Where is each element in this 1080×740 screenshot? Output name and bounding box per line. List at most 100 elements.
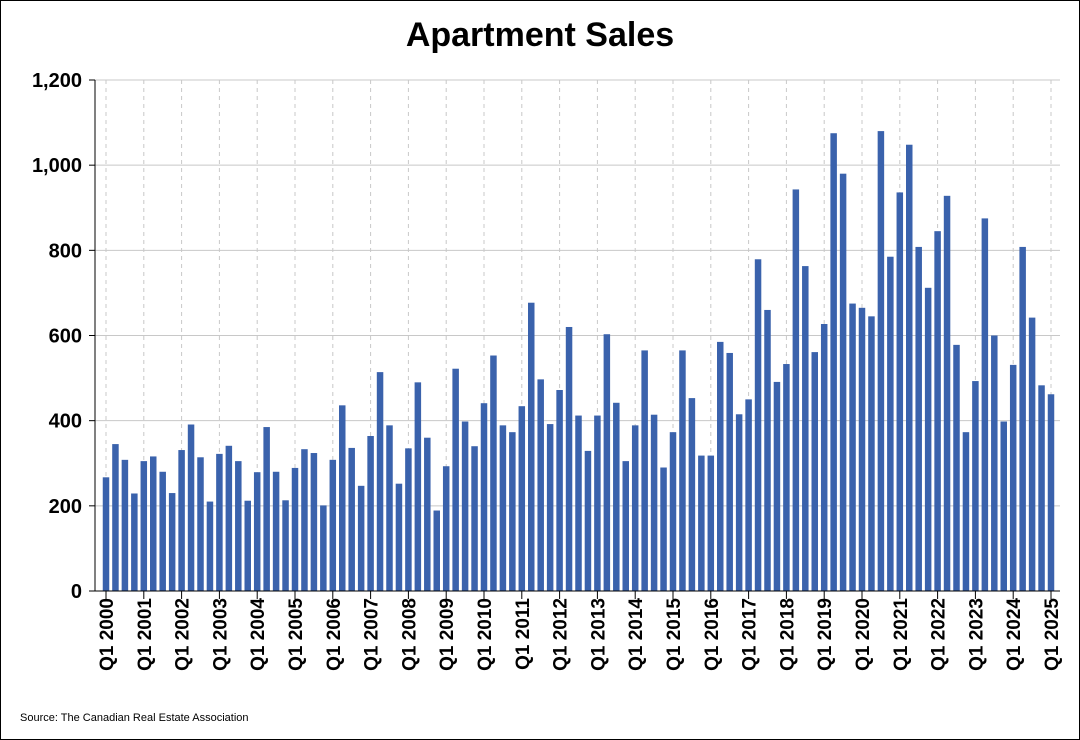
bar bbox=[565, 326, 573, 591]
bar bbox=[707, 455, 715, 591]
bar bbox=[329, 459, 337, 591]
bar bbox=[301, 449, 308, 591]
bar bbox=[216, 453, 223, 591]
bar bbox=[575, 415, 582, 591]
x-tick-label: Q1 2023 bbox=[966, 598, 987, 671]
bar bbox=[395, 483, 403, 591]
bar bbox=[168, 493, 176, 591]
y-tick-label: 400 bbox=[49, 411, 82, 433]
bar bbox=[546, 424, 554, 591]
bar bbox=[858, 307, 866, 591]
bar bbox=[991, 335, 998, 591]
bar bbox=[962, 432, 970, 591]
bar bbox=[792, 189, 800, 592]
bar bbox=[442, 466, 450, 591]
bar bbox=[906, 144, 913, 591]
bar bbox=[339, 405, 346, 591]
x-tick-label: Q1 2000 bbox=[97, 598, 118, 671]
bar bbox=[150, 456, 157, 591]
x-tick-label: Q1 2010 bbox=[475, 598, 496, 671]
bar bbox=[348, 447, 355, 591]
bar bbox=[471, 446, 478, 591]
bar bbox=[518, 406, 526, 591]
x-tick-label: Q1 2001 bbox=[135, 598, 156, 671]
bar bbox=[934, 231, 941, 591]
bar bbox=[528, 302, 535, 591]
bar bbox=[102, 477, 110, 591]
bar bbox=[754, 259, 762, 591]
bar bbox=[263, 427, 270, 591]
bar bbox=[877, 131, 885, 591]
bar bbox=[717, 341, 724, 591]
x-tick-label: Q1 2011 bbox=[513, 598, 534, 670]
bar bbox=[802, 266, 809, 591]
bar bbox=[688, 398, 696, 591]
bar bbox=[131, 493, 138, 591]
x-tick-label: Q1 2020 bbox=[853, 598, 874, 671]
bar bbox=[783, 364, 790, 591]
x-tick-label: Q1 2015 bbox=[664, 598, 685, 671]
x-tick-label: Q1 2022 bbox=[929, 598, 950, 671]
y-tick-label: 200 bbox=[49, 496, 82, 518]
bar bbox=[660, 467, 667, 591]
bar bbox=[972, 381, 979, 591]
x-tick-label: Q1 2007 bbox=[362, 598, 383, 671]
bar bbox=[773, 381, 781, 591]
bar bbox=[764, 309, 771, 591]
bar bbox=[924, 287, 932, 591]
x-tick-label: Q1 2017 bbox=[740, 598, 761, 671]
x-tick-label: Q1 2018 bbox=[777, 598, 798, 671]
bar bbox=[253, 472, 261, 591]
bar bbox=[943, 195, 951, 591]
bar bbox=[1038, 385, 1045, 591]
source-note: Source: The Canadian Real Estate Associa… bbox=[20, 712, 249, 724]
bar bbox=[613, 402, 620, 591]
bar bbox=[981, 218, 989, 592]
x-tick-label: Q1 2024 bbox=[1004, 598, 1025, 671]
bar bbox=[452, 368, 459, 591]
bar bbox=[594, 415, 601, 591]
bar bbox=[1009, 364, 1017, 591]
bar bbox=[187, 424, 195, 591]
bar bbox=[178, 450, 185, 591]
y-tick-label: 0 bbox=[71, 581, 82, 603]
bar bbox=[887, 256, 894, 591]
bar bbox=[839, 173, 847, 591]
bar bbox=[1047, 394, 1055, 591]
bar bbox=[726, 352, 733, 591]
x-tick-label: Q1 2014 bbox=[626, 598, 647, 671]
x-tick-label: Q1 2002 bbox=[173, 598, 194, 671]
x-tick-label: Q1 2009 bbox=[437, 598, 458, 671]
bar bbox=[225, 445, 233, 591]
bar bbox=[386, 425, 393, 591]
bar bbox=[490, 355, 497, 591]
bar bbox=[1000, 421, 1007, 591]
x-tick-label: Q1 2021 bbox=[891, 598, 912, 671]
bar bbox=[953, 344, 960, 591]
y-tick-label: 800 bbox=[49, 240, 82, 262]
bar bbox=[830, 133, 837, 591]
bar bbox=[896, 192, 904, 592]
bar bbox=[140, 461, 148, 591]
bar bbox=[1019, 246, 1026, 591]
bar bbox=[631, 425, 639, 591]
x-tick-label: Q1 2003 bbox=[210, 598, 231, 671]
bar bbox=[414, 382, 422, 591]
bar bbox=[206, 501, 214, 591]
y-tick-label: 1,000 bbox=[32, 155, 82, 177]
bar bbox=[121, 459, 129, 591]
y-tick-label: 1,200 bbox=[32, 70, 82, 92]
bar bbox=[461, 421, 469, 591]
x-tick-label: Q1 2006 bbox=[324, 598, 345, 671]
bar bbox=[291, 467, 299, 591]
bar bbox=[159, 471, 166, 591]
bar bbox=[603, 334, 611, 591]
x-tick-label: Q1 2025 bbox=[1042, 598, 1063, 671]
bar bbox=[669, 432, 677, 591]
bar bbox=[584, 450, 592, 591]
bar bbox=[868, 316, 875, 591]
bar bbox=[367, 435, 374, 591]
x-tick-label: Q1 2008 bbox=[399, 598, 420, 671]
bar bbox=[650, 414, 658, 591]
